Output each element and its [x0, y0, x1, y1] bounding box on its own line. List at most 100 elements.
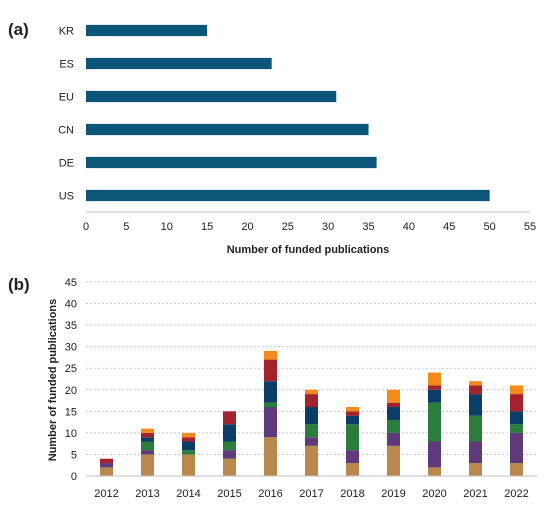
x-tick-label-2017: 2017 — [299, 488, 323, 500]
bar-segment-2018-s5 — [346, 411, 359, 416]
bar-segment-2021-s5 — [469, 385, 482, 395]
bar-segment-2015-s5 — [223, 411, 236, 425]
x-tick-label-50: 50 — [484, 221, 496, 233]
bar-segment-2013-s3 — [141, 441, 154, 451]
bar-segment-2019-s5 — [387, 402, 400, 408]
x-tick-label-5: 5 — [123, 221, 129, 233]
x-tick-label-55: 55 — [524, 221, 536, 233]
bar-segment-2018-s3 — [346, 424, 359, 451]
bar-segment-2021-s6 — [469, 381, 482, 386]
bar-segment-2012-s5 — [100, 458, 113, 464]
bar-cn — [86, 123, 369, 136]
bar-segment-2020-s5 — [428, 385, 441, 390]
bar-segment-2020-s3 — [428, 402, 441, 442]
x-tick-label-10: 10 — [161, 221, 173, 233]
bar-segment-2020-s6 — [428, 372, 441, 386]
bar-segment-2017-s2 — [305, 437, 318, 446]
bar-segment-2019-s1 — [387, 445, 400, 476]
y-tick-label-35: 35 — [65, 320, 77, 332]
x-tick-label-35: 35 — [362, 221, 374, 233]
x-tick-label-2021: 2021 — [463, 488, 487, 500]
bar-segment-2018-s2 — [346, 450, 359, 464]
x-tick-label-2016: 2016 — [258, 488, 282, 500]
bar-segment-2016-s6 — [264, 350, 277, 360]
y-tick-label-40: 40 — [65, 299, 77, 311]
bar-segment-2016-s2 — [264, 407, 277, 438]
y-tick-label-30: 30 — [65, 342, 77, 354]
bar-segment-2015-s2 — [223, 450, 236, 459]
bar-kr — [86, 24, 208, 37]
bar-segment-2014-s5 — [182, 437, 195, 442]
bar-segment-2014-s3 — [182, 450, 195, 455]
x-tick-label-2019: 2019 — [381, 488, 405, 500]
panel-b-y-axis-title: Number of funded publications — [47, 299, 59, 462]
x-tick-label-2020: 2020 — [422, 488, 446, 500]
bar-segment-2013-s1 — [141, 454, 154, 476]
bar-segment-2019-s2 — [387, 432, 400, 446]
bar-us — [86, 189, 490, 202]
bar-segment-2013-s6 — [141, 428, 154, 433]
bar-segment-2013-s2 — [141, 450, 154, 455]
bar-segment-2021-s2 — [469, 441, 482, 464]
bar-segment-2022-s4 — [510, 411, 523, 425]
category-label-es: ES — [59, 59, 74, 71]
bar-segment-2022-s3 — [510, 424, 523, 433]
x-tick-label-40: 40 — [403, 221, 415, 233]
bar-segment-2013-s4 — [141, 437, 154, 442]
x-tick-label-2022: 2022 — [504, 488, 528, 500]
x-tick-label-2018: 2018 — [340, 488, 364, 500]
x-tick-label-25: 25 — [282, 221, 294, 233]
bar-segment-2022-s2 — [510, 432, 523, 464]
bar-segment-2014-s6 — [182, 432, 195, 438]
x-tick-label-2013: 2013 — [135, 488, 159, 500]
bar-segment-2021-s1 — [469, 463, 482, 476]
x-tick-label-2012: 2012 — [94, 488, 118, 500]
bar-segment-2022-s1 — [510, 463, 523, 476]
bar-segment-2022-s5 — [510, 394, 523, 412]
bar-segment-2020-s2 — [428, 441, 441, 468]
bar-segment-2012-s1 — [100, 467, 113, 476]
bar-segment-2016-s3 — [264, 402, 277, 408]
bar-segment-2016-s1 — [264, 437, 277, 476]
panel-b-x-tick-labels: 2012 2013 2014 2015 2016 2017 2018 2019 2020 2021… — [94, 488, 528, 500]
x-tick-label-2014: 2014 — [176, 488, 200, 500]
bar-segment-2013-s5 — [141, 432, 154, 438]
category-label-de: DE — [59, 158, 74, 170]
category-label-eu: EU — [59, 92, 74, 104]
bar-segment-2020-s1 — [428, 467, 441, 476]
panel-a-category-labels: KR ES EU CN DE US — [58, 26, 74, 203]
panel-a-x-tick-labels: 0 5 10 15 20 25 30 35 40 45 50 55 — [83, 221, 536, 233]
bar-segment-2017-s1 — [305, 445, 318, 476]
bar-es — [86, 57, 272, 70]
x-tick-label-2015: 2015 — [217, 488, 241, 500]
y-tick-label-5: 5 — [71, 449, 77, 461]
bar-segment-2014-s4 — [182, 441, 195, 451]
bar-segment-2016-s5 — [264, 359, 277, 382]
panel-a-label: (a) — [8, 20, 29, 39]
bar-segment-2018-s4 — [346, 415, 359, 425]
x-tick-label-30: 30 — [322, 221, 334, 233]
category-label-cn: CN — [58, 125, 74, 137]
bar-de — [86, 156, 377, 169]
bar-segment-2017-s3 — [305, 424, 318, 438]
bar-segment-2021-s3 — [469, 415, 482, 442]
panel-b-bars — [100, 350, 523, 476]
y-tick-label-45: 45 — [65, 277, 77, 289]
bar-segment-2016-s4 — [264, 381, 277, 403]
bar-segment-2019-s6 — [387, 389, 400, 403]
category-label-us: US — [59, 191, 74, 203]
bar-segment-2019-s3 — [387, 419, 400, 433]
panel-a-bars — [86, 24, 490, 202]
bar-segment-2015-s1 — [223, 458, 236, 476]
x-tick-label-15: 15 — [201, 221, 213, 233]
bar-segment-2018-s6 — [346, 407, 359, 412]
bar-segment-2014-s1 — [182, 454, 195, 476]
category-label-kr: KR — [59, 26, 74, 38]
bar-segment-2015-s4 — [223, 424, 236, 442]
bar-eu — [86, 90, 337, 103]
bar-segment-2017-s4 — [305, 407, 318, 425]
bar-segment-2021-s4 — [469, 394, 482, 416]
